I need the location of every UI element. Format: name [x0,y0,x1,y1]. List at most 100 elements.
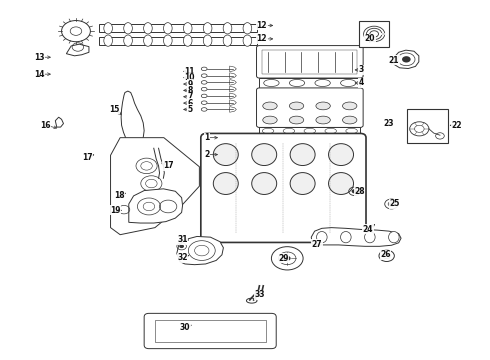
Text: 28: 28 [354,187,365,196]
Circle shape [284,256,291,261]
Polygon shape [121,91,144,146]
Text: 4: 4 [359,78,364,87]
Ellipse shape [243,23,252,34]
Circle shape [402,56,411,63]
Ellipse shape [290,172,315,194]
FancyBboxPatch shape [201,134,366,242]
Polygon shape [230,93,236,99]
Text: 12: 12 [257,21,267,30]
Ellipse shape [223,35,232,46]
Polygon shape [230,100,236,105]
Ellipse shape [252,172,277,194]
Ellipse shape [252,144,277,166]
Ellipse shape [289,116,304,124]
Ellipse shape [201,74,207,77]
Text: 19: 19 [110,206,121,215]
Text: 11: 11 [185,67,195,76]
Polygon shape [129,189,183,223]
Ellipse shape [104,23,113,34]
Text: 29: 29 [278,254,289,263]
Ellipse shape [263,102,277,110]
Ellipse shape [341,231,351,243]
Ellipse shape [144,23,152,34]
Ellipse shape [315,80,330,86]
Text: 27: 27 [312,240,322,249]
Ellipse shape [144,35,152,46]
Ellipse shape [201,94,207,98]
Ellipse shape [201,101,207,104]
Polygon shape [66,44,89,56]
Polygon shape [55,117,64,127]
Ellipse shape [104,35,113,46]
Text: 31: 31 [177,235,188,244]
Text: 18: 18 [114,191,124,200]
FancyBboxPatch shape [257,88,363,127]
Bar [259,127,360,135]
Text: 7: 7 [187,92,193,101]
Text: 2: 2 [204,150,209,159]
Text: 8: 8 [187,86,193,95]
Ellipse shape [365,231,375,243]
Text: 24: 24 [363,225,373,234]
Ellipse shape [329,144,353,166]
Ellipse shape [201,108,207,111]
Circle shape [352,189,357,193]
Text: 32: 32 [177,253,188,262]
Ellipse shape [289,102,304,110]
Text: 9: 9 [187,80,193,89]
Ellipse shape [346,128,357,134]
Ellipse shape [316,116,330,124]
Text: 1: 1 [204,133,209,142]
Ellipse shape [213,144,238,166]
Ellipse shape [290,144,315,166]
Text: 10: 10 [185,73,195,82]
Text: 3: 3 [359,66,364,75]
Ellipse shape [123,35,132,46]
Text: 26: 26 [380,250,391,259]
Bar [407,109,448,143]
Ellipse shape [246,298,257,303]
Ellipse shape [343,116,357,124]
Text: 15: 15 [109,105,120,114]
Ellipse shape [329,172,353,194]
Polygon shape [394,50,419,68]
Bar [155,320,266,342]
Bar [259,78,360,88]
FancyBboxPatch shape [144,313,276,348]
Text: 6: 6 [187,99,193,108]
Ellipse shape [343,102,357,110]
Text: 22: 22 [451,121,462,130]
Ellipse shape [164,23,172,34]
Text: 20: 20 [365,34,375,43]
Ellipse shape [183,35,192,46]
Ellipse shape [341,80,356,86]
Ellipse shape [283,128,294,134]
FancyBboxPatch shape [257,46,363,78]
Ellipse shape [316,102,330,110]
Polygon shape [230,86,236,92]
Ellipse shape [183,23,192,34]
Ellipse shape [164,35,172,46]
Ellipse shape [264,80,279,86]
Bar [262,50,357,74]
Text: 16: 16 [41,121,51,130]
Polygon shape [177,237,223,265]
Ellipse shape [223,23,232,34]
Ellipse shape [304,128,316,134]
Text: 25: 25 [390,199,400,208]
Ellipse shape [317,231,327,243]
Polygon shape [230,73,236,78]
Ellipse shape [201,87,207,91]
Ellipse shape [203,23,212,34]
Ellipse shape [289,80,305,86]
Bar [359,21,389,47]
Polygon shape [230,80,236,85]
Text: 17: 17 [163,161,173,170]
Bar [98,37,257,45]
Ellipse shape [389,231,399,243]
Text: 23: 23 [384,119,394,128]
Circle shape [179,244,184,248]
Text: 30: 30 [180,323,190,332]
Text: 13: 13 [34,53,45,62]
Text: 12: 12 [257,34,267,43]
